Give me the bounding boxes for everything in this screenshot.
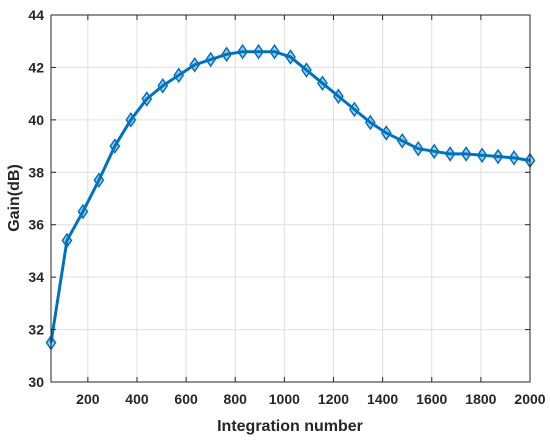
data-point-marker — [380, 125, 392, 141]
data-point-marker — [221, 46, 233, 63]
data-point-marker — [173, 67, 185, 84]
data-point-marker — [332, 88, 344, 105]
data-point-marker — [444, 146, 456, 162]
y-tick-label: 40 — [28, 112, 44, 128]
x-tick-label: 1400 — [367, 391, 398, 407]
y-axis-label: Gain(dB) — [6, 164, 23, 232]
data-point-marker — [205, 51, 217, 68]
x-axis-label: Integration number — [217, 418, 363, 435]
data-point-marker — [428, 143, 440, 160]
data-point-marker — [77, 203, 89, 220]
y-tick-label: 38 — [28, 164, 44, 180]
x-tick-label: 1000 — [269, 391, 300, 407]
x-tick-label: 1800 — [465, 391, 496, 407]
grid-lines — [51, 14, 531, 383]
data-point-marker — [364, 114, 376, 131]
data-point-marker — [125, 112, 137, 128]
y-tick-label: 44 — [28, 7, 44, 23]
x-tick-label: 400 — [125, 391, 149, 407]
data-point-marker — [460, 146, 472, 162]
data-point-marker — [285, 49, 296, 65]
data-point-marker — [301, 62, 312, 78]
data-point-marker — [141, 91, 153, 107]
data-point-marker — [189, 56, 201, 73]
data-point-marker — [93, 172, 105, 188]
data-point-marker — [269, 43, 280, 60]
y-tick-label: 32 — [28, 322, 44, 338]
data-point-marker — [237, 43, 249, 60]
data-point-marker — [317, 75, 328, 91]
y-tick-label: 36 — [28, 217, 44, 233]
tick-labels: 200 400 600 800 1000 1200 1400 1600 1800 2000 30 32… — [28, 7, 545, 407]
data-point-marker — [157, 77, 169, 94]
x-tick-label: 600 — [174, 391, 198, 407]
y-tick-label: 34 — [28, 269, 44, 285]
x-tick-label: 2000 — [514, 391, 545, 407]
data-point-marker — [492, 148, 504, 165]
data-point-marker — [396, 133, 408, 149]
y-tick-label: 30 — [28, 374, 44, 390]
data-point-marker — [109, 138, 121, 154]
data-point-marker — [412, 140, 424, 157]
data-point-marker — [348, 101, 360, 118]
data-point-marker — [253, 43, 264, 60]
x-tick-label: 1200 — [318, 391, 349, 407]
x-tick-label: 1600 — [416, 391, 447, 407]
data-point-marker — [508, 150, 520, 166]
series-line — [49, 50, 531, 343]
plot-frame — [50, 14, 531, 383]
x-tick-label: 200 — [76, 391, 100, 407]
axis-ticks — [51, 14, 531, 383]
y-tick-label: 42 — [28, 59, 44, 75]
x-tick-label: 800 — [224, 391, 248, 407]
data-point-marker — [476, 147, 488, 164]
data-point-marker — [61, 232, 73, 249]
data-series — [45, 43, 536, 351]
